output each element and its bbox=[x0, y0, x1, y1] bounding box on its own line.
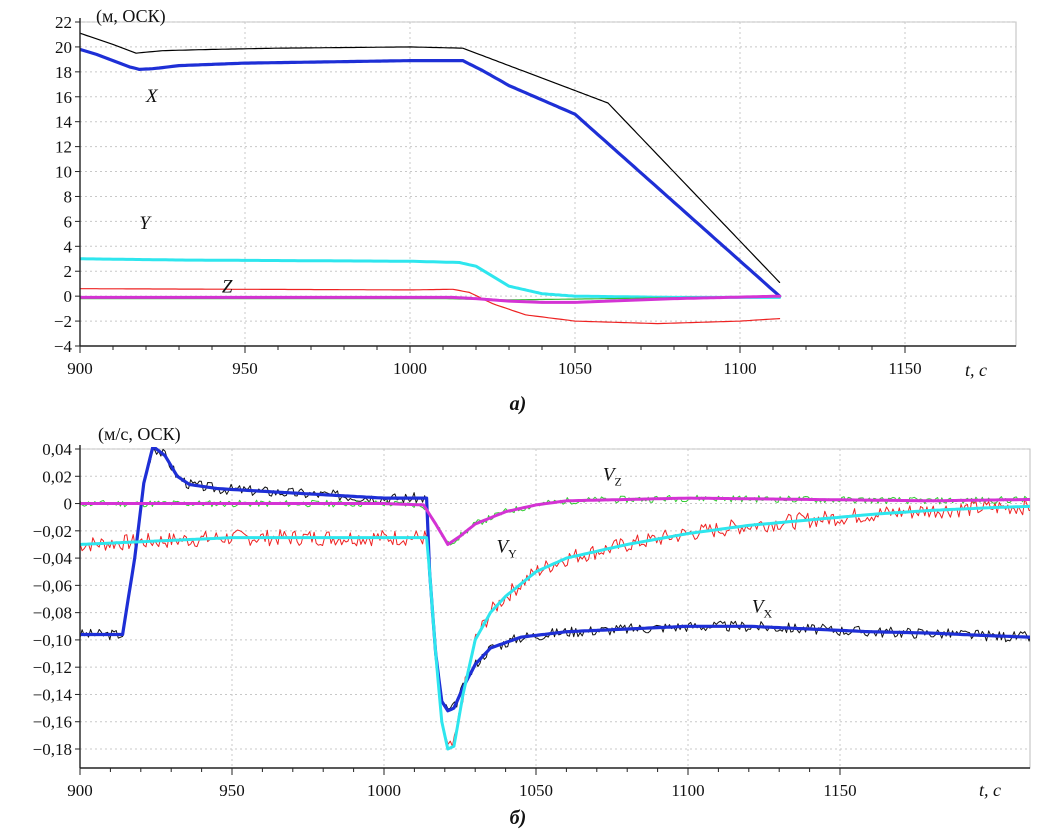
y-tick-label: −0,10 bbox=[33, 631, 72, 650]
y-tick-label: 0,04 bbox=[42, 440, 72, 459]
series-line-vx_est bbox=[80, 447, 1030, 713]
x-tick-label: 950 bbox=[232, 359, 258, 378]
y-tick-label: 18 bbox=[55, 63, 72, 82]
x-tick-label: 1050 bbox=[519, 781, 553, 800]
series-label: X bbox=[145, 86, 159, 107]
series-label: Y bbox=[139, 213, 152, 234]
y-tick-label: 16 bbox=[55, 88, 72, 107]
y-tick-label: 2 bbox=[64, 262, 73, 281]
x-tick-label: 1050 bbox=[558, 359, 592, 378]
y-tick-label: 0 bbox=[64, 495, 73, 514]
series-label-subscript: X bbox=[763, 607, 772, 621]
x-tick-label: 950 bbox=[219, 781, 245, 800]
series-line-x_est bbox=[80, 47, 782, 298]
y-tick-label: 4 bbox=[64, 237, 73, 256]
y-tick-label: −0,14 bbox=[33, 685, 73, 704]
series-label-text: V bbox=[496, 537, 510, 558]
series-line-vz_est bbox=[80, 496, 1030, 546]
y-tick-label: −0,12 bbox=[33, 658, 72, 677]
series-group bbox=[80, 447, 1030, 751]
x-tick-label: 900 bbox=[67, 781, 93, 800]
series-line-vy_meas bbox=[80, 498, 1030, 747]
series-line-x_ref bbox=[80, 32, 781, 283]
y-tick-label: −0,02 bbox=[33, 522, 72, 541]
series-label-subscript: Y bbox=[508, 547, 517, 561]
panel-caption: а) bbox=[510, 393, 527, 415]
y-tick-label: −0,04 bbox=[33, 549, 73, 568]
y-tick-label: 0 bbox=[64, 287, 73, 306]
y-tick-label: 10 bbox=[55, 163, 72, 182]
series-label-text: V bbox=[603, 464, 617, 485]
x-tick-label: 900 bbox=[67, 359, 93, 378]
panel-caption: б) bbox=[510, 807, 527, 829]
series-label-text: X bbox=[145, 86, 159, 107]
y-tick-label: −0,18 bbox=[33, 740, 72, 759]
chart-panel-b: 0,04 0,02 0 −0,02 −0,04 −0,06 −0,08 −0,10 −0,12 −… bbox=[33, 424, 1031, 829]
x-tick-label: 1000 bbox=[367, 781, 401, 800]
chart-panel-a: −4 −2 0 2 4 6 8 10 12 14 16 18 20 22 900 950 1000 1050 110… bbox=[54, 6, 1017, 415]
x-axis-label: t, с bbox=[965, 360, 987, 380]
y-tick-label: 8 bbox=[64, 187, 73, 206]
x-tick-label: 1000 bbox=[393, 359, 427, 378]
series-label: VZ bbox=[603, 464, 622, 488]
y-tick-label: 12 bbox=[55, 138, 72, 157]
y-tick-label: 6 bbox=[64, 212, 73, 231]
y-unit-label: (м, ОСК) bbox=[96, 6, 166, 27]
x-axis-label: t, с bbox=[979, 780, 1001, 800]
y-tick-label: −2 bbox=[54, 312, 72, 331]
series-label: Z bbox=[222, 276, 233, 297]
y-tick-label: 22 bbox=[55, 13, 72, 32]
series-label-text: V bbox=[752, 597, 766, 618]
series-line-z_ref bbox=[80, 288, 781, 325]
series-line-z_est bbox=[80, 294, 782, 304]
series-group bbox=[80, 32, 782, 325]
x-tick-label: 1150 bbox=[888, 359, 921, 378]
y-tick-label: −0,06 bbox=[33, 576, 72, 595]
series-line-vy_est bbox=[80, 504, 1030, 751]
y-tick-label: 14 bbox=[55, 113, 73, 132]
y-unit-label: (м/с, ОСК) bbox=[98, 424, 181, 445]
series-label-subscript: Z bbox=[614, 474, 621, 488]
series-label: VX bbox=[752, 597, 773, 621]
y-tick-label: −0,08 bbox=[33, 604, 72, 623]
y-tick-label: −4 bbox=[54, 337, 73, 356]
plot-frame bbox=[79, 448, 1031, 769]
x-tick-label: 1100 bbox=[671, 781, 704, 800]
series-line-y_est bbox=[80, 257, 782, 299]
series-label-text: Y bbox=[139, 213, 152, 234]
y-tick-label: 20 bbox=[55, 38, 72, 57]
y-tick-label: −0,16 bbox=[33, 713, 72, 732]
series-label-text: Z bbox=[222, 276, 233, 297]
y-tick-label: 0,02 bbox=[42, 467, 72, 486]
x-tick-label: 1100 bbox=[723, 359, 756, 378]
series-label: VY bbox=[496, 537, 517, 561]
x-tick-label: 1150 bbox=[823, 781, 856, 800]
